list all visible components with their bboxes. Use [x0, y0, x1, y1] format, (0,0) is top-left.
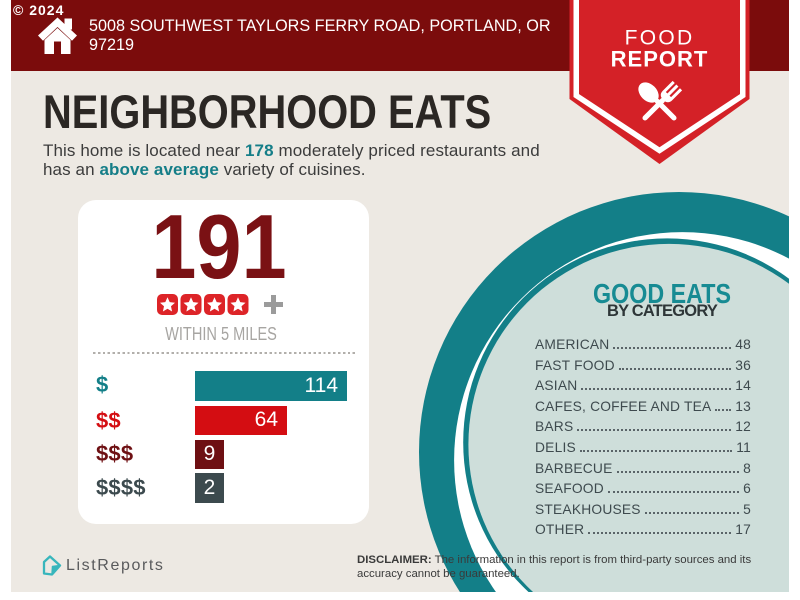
- svg-text:FOOD: FOOD: [625, 27, 695, 50]
- svg-text:REPORT: REPORT: [611, 47, 709, 72]
